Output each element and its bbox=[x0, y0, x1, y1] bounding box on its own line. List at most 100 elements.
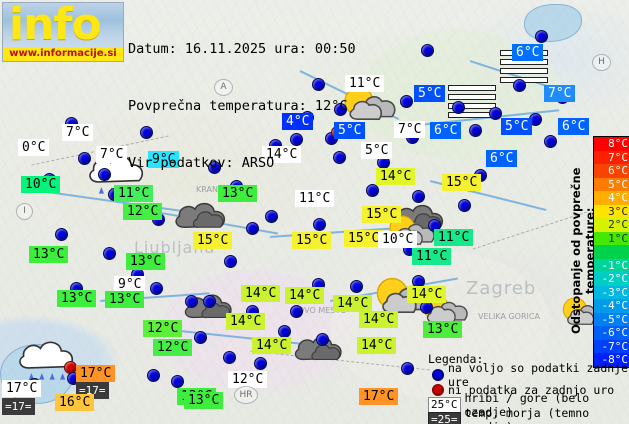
temperature-chip-normal[interactable]: 13°C bbox=[184, 392, 224, 409]
temperature-chip-mountain[interactable]: 14°C bbox=[262, 146, 302, 163]
station-dot[interactable] bbox=[254, 357, 267, 370]
temperature-chip-warm[interactable]: 15°C bbox=[442, 174, 482, 191]
station-dot[interactable] bbox=[224, 255, 237, 268]
station-dot[interactable] bbox=[544, 135, 557, 148]
temperature-chip-normal[interactable]: 13°C bbox=[57, 290, 97, 307]
temperature-chip-mountain[interactable]: 9°C bbox=[114, 276, 146, 293]
station-dot[interactable] bbox=[265, 210, 278, 223]
temperature-chip-mountain[interactable]: 7°C bbox=[394, 121, 426, 138]
temperature-chip-normal[interactable]: 10°C bbox=[21, 176, 61, 193]
station-dot[interactable] bbox=[147, 369, 160, 382]
temperature-chip-warm[interactable]: 14°C bbox=[252, 337, 292, 354]
station-dot[interactable] bbox=[316, 333, 329, 346]
temperature-chip-cold[interactable]: 5°C bbox=[501, 118, 533, 135]
station-dot[interactable] bbox=[194, 331, 207, 344]
temperature-chip-normal[interactable]: 11°C bbox=[412, 248, 452, 265]
legend-title: Legenda: bbox=[428, 352, 484, 366]
station-dot[interactable] bbox=[208, 161, 221, 174]
temperature-chip-normal[interactable]: 13°C bbox=[218, 185, 258, 202]
temperature-chip-normal[interactable]: 12°C bbox=[143, 320, 183, 337]
station-dot[interactable] bbox=[171, 375, 184, 388]
temperature-chip-warm[interactable]: 14°C bbox=[241, 285, 281, 302]
temperature-chip-normal[interactable]: 13°C bbox=[105, 291, 145, 308]
station-dot[interactable] bbox=[78, 152, 91, 165]
temperature-chip-mountain[interactable]: 11°C bbox=[345, 75, 385, 92]
temperature-chip-mountain[interactable]: 12°C bbox=[228, 371, 268, 388]
temperature-chip-cold[interactable]: 6°C bbox=[430, 122, 462, 139]
temperature-chip-warm[interactable]: 14°C bbox=[226, 313, 266, 330]
station-dot[interactable] bbox=[246, 222, 259, 235]
station-dot[interactable] bbox=[223, 351, 236, 364]
station-dot[interactable] bbox=[366, 184, 379, 197]
temperature-chip-mountain[interactable]: 17°C bbox=[2, 380, 42, 397]
station-dot[interactable] bbox=[55, 228, 68, 241]
temperature-chip-warm[interactable]: 15°C bbox=[362, 206, 402, 223]
temperature-chip-normal[interactable]: 17°C bbox=[359, 388, 399, 405]
temperature-chip-mountain[interactable]: 11°C bbox=[295, 190, 335, 207]
header-info: Datum: 16.11.2025 ura: 00:50 Povprečna t… bbox=[128, 2, 356, 211]
temperature-chip-mountain[interactable]: 10°C bbox=[378, 231, 418, 248]
temperature-chip-normal[interactable]: 13°C bbox=[126, 253, 166, 270]
station-dot[interactable] bbox=[313, 218, 326, 231]
temperature-chip-mountain[interactable]: 0°C bbox=[18, 139, 50, 156]
map-place-name: Zagreb bbox=[466, 278, 537, 299]
site-logo[interactable]: info www.informacije.si bbox=[2, 2, 124, 62]
legend-red-text: ni podatka za zadnjo uro bbox=[448, 382, 615, 397]
temperature-chip-sea[interactable]: =17= bbox=[76, 382, 109, 399]
temperature-chip-mountain[interactable]: 7°C bbox=[62, 124, 94, 141]
station-dot[interactable] bbox=[350, 280, 363, 293]
station-dot[interactable] bbox=[98, 168, 111, 181]
station-dot[interactable] bbox=[333, 151, 346, 164]
temperature-chip-cold[interactable]: 5°C bbox=[414, 85, 446, 102]
temperature-chip-warm[interactable]: 14°C bbox=[376, 168, 416, 185]
temperature-chip-cold[interactable]: 4°C bbox=[282, 113, 314, 130]
station-dot[interactable] bbox=[140, 126, 153, 139]
temperature-chip-warm[interactable]: 14°C bbox=[333, 295, 373, 312]
temperature-chip-sea[interactable]: =17= bbox=[2, 398, 35, 415]
temperature-chip-normal[interactable]: 13°C bbox=[29, 246, 69, 263]
temperature-chip-cold[interactable]: 6°C bbox=[512, 44, 544, 61]
scale-row: 4°C bbox=[594, 191, 629, 205]
station-dot[interactable] bbox=[185, 295, 198, 308]
temperature-chip-cold[interactable]: 7°C bbox=[544, 85, 576, 102]
temperature-chip-cold[interactable]: 5°C bbox=[334, 122, 366, 139]
temperature-chip-warm[interactable]: 14°C bbox=[407, 286, 447, 303]
station-dot[interactable] bbox=[421, 44, 434, 57]
station-dot[interactable] bbox=[150, 282, 163, 295]
temperature-chip-mountain[interactable]: 5°C bbox=[361, 142, 393, 159]
station-dot[interactable] bbox=[452, 101, 465, 114]
temperature-chip-warm[interactable]: 14°C bbox=[285, 287, 325, 304]
station-dot[interactable] bbox=[469, 124, 482, 137]
station-dot[interactable] bbox=[290, 305, 303, 318]
temperature-chip-normal[interactable]: 12°C bbox=[123, 203, 163, 220]
temperature-chip-normal[interactable]: 11°C bbox=[434, 229, 474, 246]
station-dot[interactable] bbox=[290, 133, 303, 146]
temperature-chip-mountain[interactable]: 7°C bbox=[96, 146, 128, 163]
station-dot[interactable] bbox=[103, 247, 116, 260]
station-dot[interactable] bbox=[458, 199, 471, 212]
temperature-chip-normal[interactable]: 13°C bbox=[423, 321, 463, 338]
station-dot[interactable] bbox=[401, 362, 414, 375]
temperature-chip-normal[interactable]: 16°C bbox=[55, 394, 95, 411]
temperature-chip-warm[interactable]: 14°C bbox=[357, 337, 397, 354]
station-dot[interactable] bbox=[203, 295, 216, 308]
temperature-chip-normal[interactable]: 9°C bbox=[148, 151, 180, 168]
temperature-chip-normal[interactable]: 12°C bbox=[153, 339, 193, 356]
scale-row: 6°C bbox=[594, 164, 629, 178]
temperature-chip-warm[interactable]: 15°C bbox=[292, 232, 332, 249]
station-dot[interactable] bbox=[489, 107, 502, 120]
station-dot[interactable] bbox=[312, 78, 325, 91]
station-dot[interactable] bbox=[513, 79, 526, 92]
rain-cloud-icon bbox=[12, 338, 82, 390]
temperature-chip-normal[interactable]: 17°C bbox=[76, 365, 116, 382]
temperature-chip-warm[interactable]: 15°C bbox=[193, 232, 233, 249]
temperature-chip-warm[interactable]: 14°C bbox=[359, 311, 399, 328]
temperature-chip-cold[interactable]: 6°C bbox=[558, 118, 590, 135]
temperature-chip-cold[interactable]: 6°C bbox=[486, 150, 518, 167]
station-dot[interactable] bbox=[334, 103, 347, 116]
station-dot[interactable] bbox=[412, 190, 425, 203]
station-dot[interactable] bbox=[535, 30, 548, 43]
temperature-chip-warm[interactable]: 15°C bbox=[344, 230, 384, 247]
station-dot[interactable] bbox=[400, 95, 413, 108]
temperature-chip-normal[interactable]: 11°C bbox=[114, 185, 154, 202]
